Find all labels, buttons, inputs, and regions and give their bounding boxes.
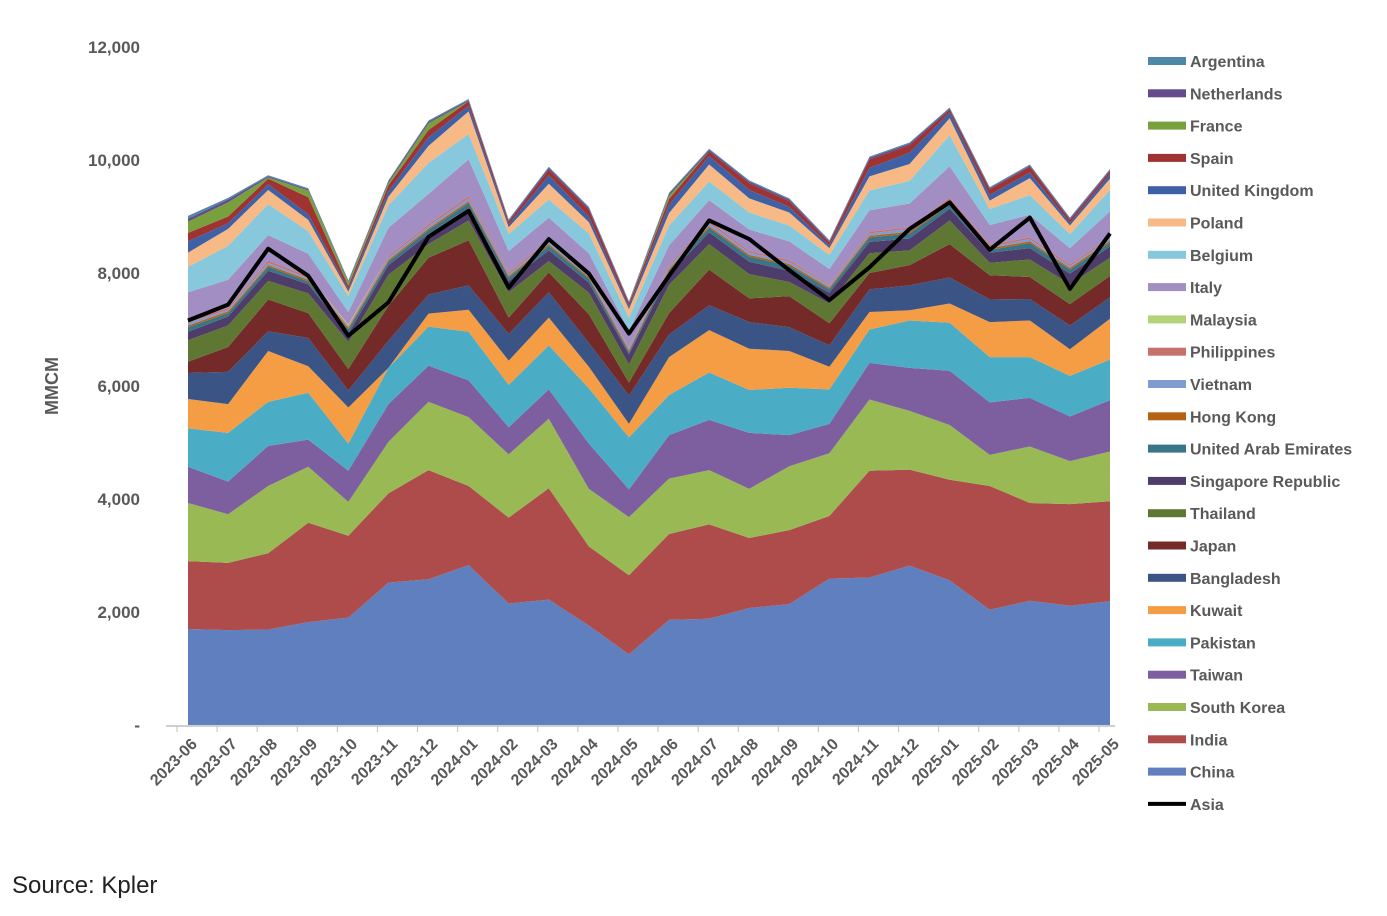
- area-singapore-republic: [188, 208, 1110, 365]
- y-tick-label: 6,000: [97, 377, 140, 396]
- legend-swatch-india: [1148, 735, 1186, 744]
- legend-label-netherlands: Netherlands: [1190, 86, 1283, 103]
- legend-swatch-poland: [1148, 218, 1186, 227]
- area-pakistan: [188, 320, 1110, 490]
- legend-swatch-pakistan: [1148, 638, 1186, 647]
- y-tick-label: 4,000: [97, 490, 140, 509]
- legend-label-japan: Japan: [1190, 539, 1236, 556]
- area-belgium: [188, 134, 1110, 331]
- legend-label-taiwan: Taiwan: [1190, 668, 1243, 685]
- legend-label-china: China: [1190, 765, 1235, 782]
- legend-swatch-netherlands: [1148, 89, 1186, 98]
- y-tick-label: 8,000: [97, 264, 140, 283]
- area-taiwan: [188, 362, 1110, 518]
- legend-swatch-united-arab-emirates: [1148, 444, 1186, 453]
- legend-label-bangladesh: Bangladesh: [1190, 571, 1281, 588]
- legend-label-south-korea: South Korea: [1190, 700, 1285, 717]
- legend-label-malaysia: Malaysia: [1190, 312, 1257, 329]
- legend-label-pakistan: Pakistan: [1190, 635, 1256, 652]
- legend-swatch-thailand: [1148, 509, 1186, 518]
- legend-label-united-kingdom: United Kingdom: [1190, 183, 1314, 200]
- legend-swatch-hong-kong: [1148, 412, 1186, 421]
- legend-swatch-italy: [1148, 283, 1186, 292]
- area-united-kingdom: [188, 105, 1110, 310]
- y-tick-label: 10,000: [88, 151, 140, 170]
- legend-swatch-malaysia: [1148, 315, 1186, 324]
- legend-swatch-belgium: [1148, 250, 1186, 259]
- legend-swatch-philippines: [1148, 347, 1186, 356]
- area-south-korea: [188, 399, 1110, 576]
- legend-label-poland: Poland: [1190, 216, 1243, 233]
- area-series-group: [188, 98, 1110, 725]
- x-axis: 2023-062023-072023-082023-092023-102023-…: [147, 725, 1123, 789]
- area-united-arab-emirates: [188, 202, 1110, 355]
- legend-label-thailand: Thailand: [1190, 506, 1256, 523]
- legend-label-argentina: Argentina: [1190, 54, 1265, 71]
- legend-label-italy: Italy: [1190, 280, 1222, 297]
- legend-label-france: France: [1190, 119, 1243, 136]
- legend-swatch-south-korea: [1148, 703, 1186, 711]
- area-thailand: [188, 220, 1110, 383]
- area-kuwait: [188, 303, 1110, 444]
- legend-label-spain: Spain: [1190, 151, 1234, 168]
- legend-swatch-bangladesh: [1148, 573, 1186, 582]
- legend-swatch-singapore-republic: [1148, 476, 1186, 485]
- legend-label-vietnam: Vietnam: [1190, 377, 1252, 394]
- legend-swatch-france: [1148, 121, 1186, 130]
- area-india: [188, 469, 1110, 655]
- legend-label-asia: Asia: [1190, 797, 1224, 814]
- legend-label-kuwait: Kuwait: [1190, 603, 1243, 620]
- legend-swatch-spain: [1148, 153, 1186, 162]
- legend-label-singapore-republic: Singapore Republic: [1190, 474, 1340, 491]
- legend-swatch-taiwan: [1148, 670, 1186, 679]
- asia-line-group: [187, 200, 1112, 338]
- legend-label-philippines: Philippines: [1190, 345, 1275, 362]
- y-tick-label: 2,000: [97, 603, 140, 622]
- line-asia: [187, 200, 1112, 338]
- legend-label-india: India: [1190, 732, 1227, 749]
- area-japan: [188, 240, 1110, 396]
- y-tick-label: -: [134, 716, 140, 735]
- legend-swatch-japan: [1148, 541, 1186, 550]
- area-china: [188, 565, 1110, 725]
- legend-swatch-argentina: [1148, 57, 1186, 65]
- area-bangladesh: [188, 277, 1110, 424]
- y-axis-title: MMCM: [42, 357, 62, 415]
- legend-swatch-vietnam: [1148, 380, 1186, 388]
- y-axis: - 2,000 4,000 6,000 8,000 10,000 12,000: [88, 38, 140, 735]
- area-poland: [188, 111, 1110, 318]
- legend-label-hong-kong: Hong Kong: [1190, 409, 1276, 426]
- legend-swatch-china: [1148, 767, 1186, 776]
- source-note: Source: Kpler: [12, 872, 158, 899]
- legend-label-belgium: Belgium: [1190, 248, 1253, 265]
- legend-label-united-arab-emirates: United Arab Emirates: [1190, 442, 1352, 459]
- y-tick-label: 12,000: [88, 38, 140, 57]
- area-italy: [188, 159, 1110, 348]
- legend-swatch-united-kingdom: [1148, 186, 1186, 195]
- legend-swatch-kuwait: [1148, 606, 1186, 615]
- legend: Argentina Netherlands France Spain United Ki…: [1148, 54, 1352, 814]
